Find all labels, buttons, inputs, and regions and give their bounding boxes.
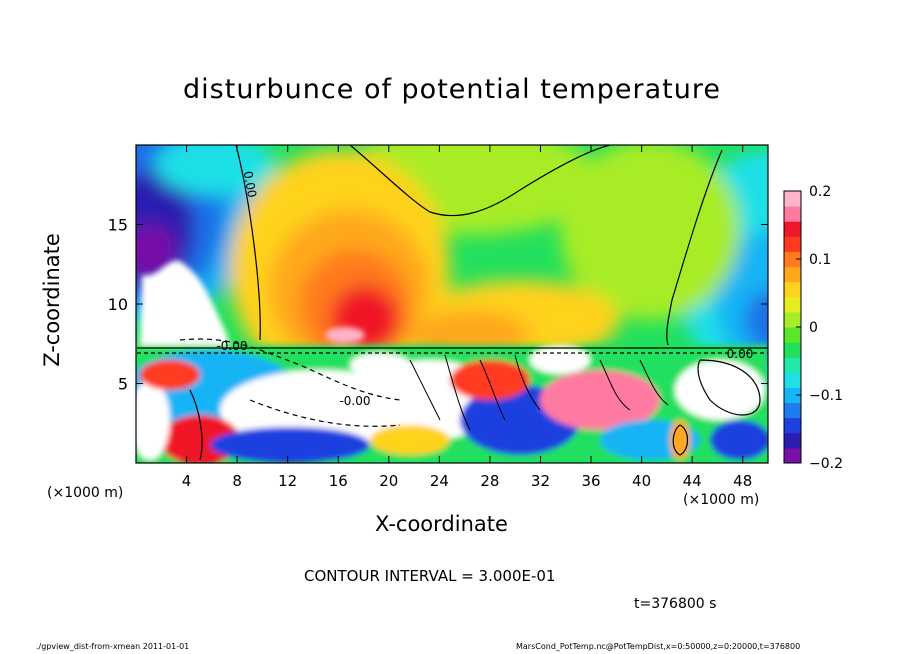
x-tick-label: 48 <box>733 472 752 490</box>
x-tick-label: 12 <box>278 472 297 490</box>
x-tick-label: 44 <box>683 472 702 490</box>
colorbar: 0.2 0.1 0 −0.1 −0.2 <box>783 184 843 472</box>
colorbar-tick-label: 0.1 <box>809 252 831 268</box>
colorbar-tick-label: 0 <box>809 320 818 336</box>
x-tick-label: 20 <box>379 472 398 490</box>
x-tick-label: 40 <box>632 472 651 490</box>
colorbar-segment <box>784 296 801 313</box>
colorbar-segment <box>784 191 801 207</box>
x-tick-label: 8 <box>232 472 242 490</box>
x-axis-ticks: 4 8 12 16 20 24 28 32 36 40 44 48 <box>182 145 752 490</box>
contour-label: 0.00 <box>727 347 754 361</box>
x-tick-label: 28 <box>480 472 499 490</box>
colorbar-segment <box>784 266 801 283</box>
contour-interval-note: CONTOUR INTERVAL = 3.000E-01 <box>304 567 556 585</box>
colorbar-segment <box>784 447 801 464</box>
x-tick-label: 16 <box>329 472 348 490</box>
colorbar-segment <box>784 327 801 343</box>
colorbar-segment <box>784 402 801 419</box>
colorbar-segment <box>784 236 801 252</box>
colorbar-segment <box>784 342 801 358</box>
colorbar-segment <box>784 311 801 328</box>
contour-labels: 0.00 -0.00 -0.00 0.00 <box>216 170 753 408</box>
x-axis-label: X-coordinate <box>375 512 508 536</box>
contour-label: -0.00 <box>339 394 370 408</box>
y-axis-ticks: 5 10 15 <box>108 216 768 394</box>
colorbar-segment <box>784 221 801 237</box>
footer-right: MarsCond_PotTemp.nc@PotTempDist,x=0:5000… <box>516 642 801 651</box>
colorbar-segment <box>784 357 801 373</box>
colorbar-segment <box>784 251 801 268</box>
colorbar-tick-label: 0.2 <box>809 184 831 200</box>
colorbar-segment <box>784 417 801 434</box>
y-tick-label: 10 <box>108 295 128 314</box>
colorbar-segment <box>784 372 801 388</box>
x-tick-label: 24 <box>430 472 449 490</box>
y-tick-label: 5 <box>118 375 128 394</box>
x-tick-label: 36 <box>581 472 600 490</box>
colorbar-segment <box>784 432 801 449</box>
colorbar-segment <box>784 387 801 404</box>
footer-left: ./gpview_dist-from-xmean 2011-01-01 <box>36 642 190 651</box>
y-tick-label: 15 <box>108 216 128 235</box>
colorbar-segment <box>784 206 801 222</box>
heatmap-field <box>136 145 768 463</box>
x-tick-label: 4 <box>182 472 192 490</box>
colorbar-tick-label: −0.2 <box>809 456 843 472</box>
x-unit-label-right: (×1000 m) <box>683 492 760 508</box>
chart-title: disturbunce of potential temperature <box>183 74 721 105</box>
time-stamp: t=376800 s <box>634 596 717 612</box>
contour-label: 0.00 <box>241 170 259 199</box>
contour-label: -0.00 <box>216 339 247 353</box>
x-tick-label: 32 <box>531 472 550 490</box>
colorbar-tick-label: −0.1 <box>809 388 843 404</box>
colorbar-segment <box>784 281 801 298</box>
x-unit-label-left: (×1000 m) <box>47 485 124 501</box>
